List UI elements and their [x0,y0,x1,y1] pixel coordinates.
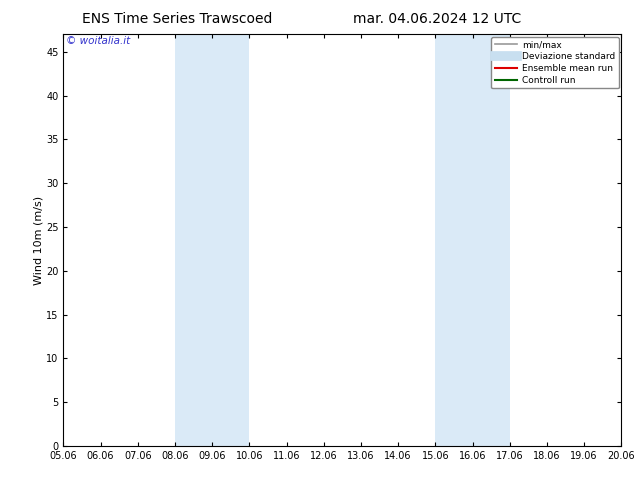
Y-axis label: Wind 10m (m/s): Wind 10m (m/s) [33,196,43,285]
Legend: min/max, Deviazione standard, Ensemble mean run, Controll run: min/max, Deviazione standard, Ensemble m… [491,37,619,88]
Bar [436,34,510,446]
Text: ENS Time Series Trawscoed: ENS Time Series Trawscoed [82,12,273,26]
Text: © woitalia.it: © woitalia.it [66,36,131,47]
Text: mar. 04.06.2024 12 UTC: mar. 04.06.2024 12 UTC [353,12,522,26]
Bar [175,34,249,446]
